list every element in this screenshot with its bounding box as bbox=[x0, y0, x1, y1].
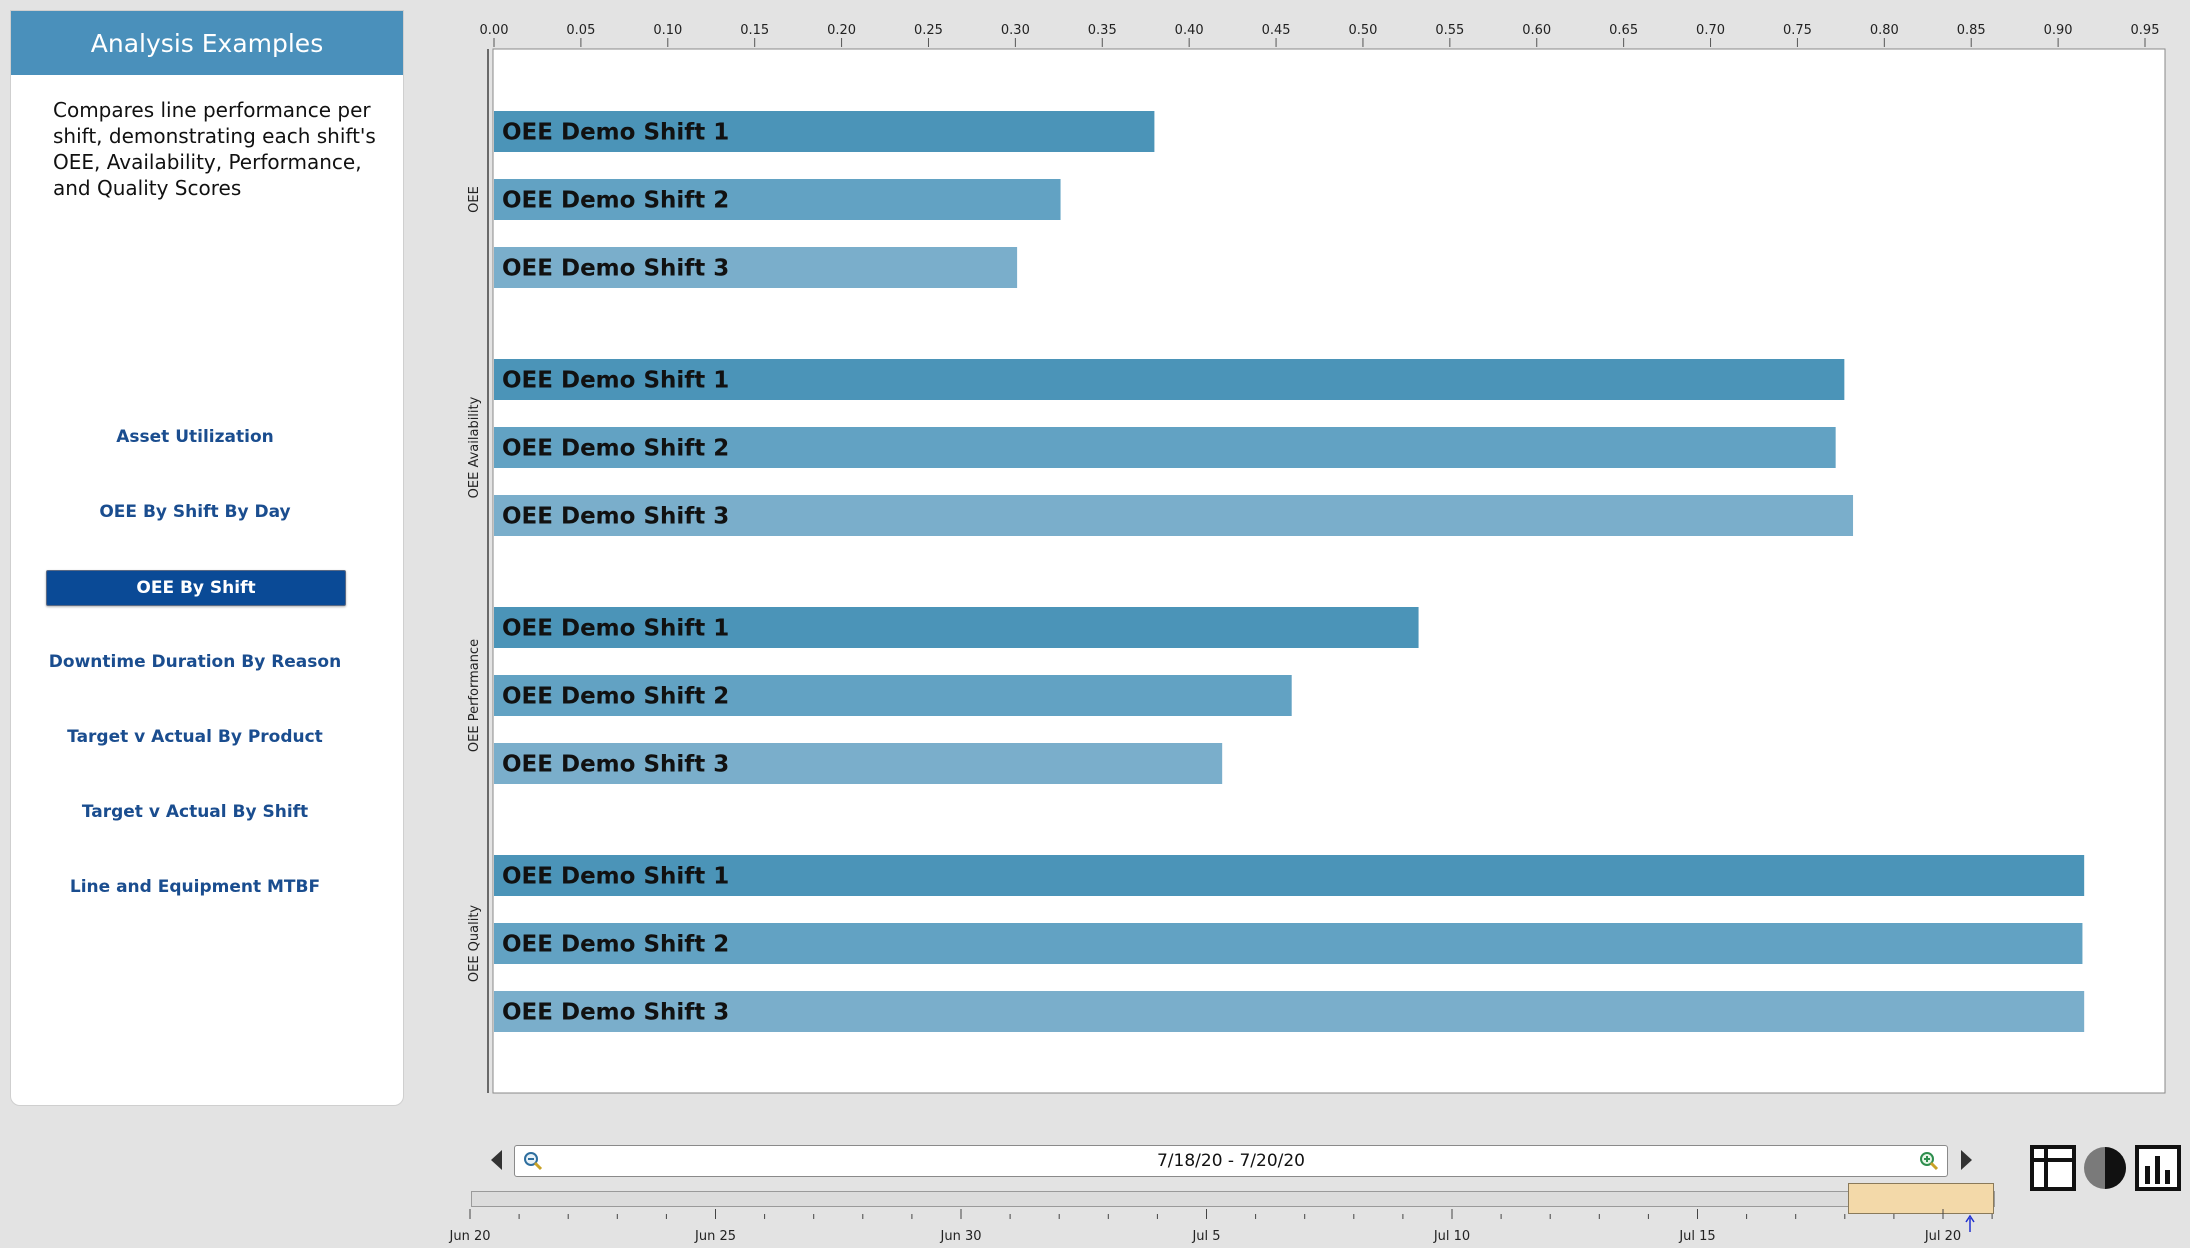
x-tick-label: 0.45 bbox=[1262, 23, 1291, 38]
x-axis: 0.00 0.05 0.10 0.15 0.20 0.25 0.30 0.35 0.40 0.45… bbox=[480, 23, 2160, 47]
chevron-right-icon[interactable] bbox=[1961, 1150, 1972, 1170]
x-tick-label: 0.60 bbox=[1522, 23, 1551, 38]
x-tick-label: 0.35 bbox=[1088, 23, 1117, 38]
zoom-in-icon[interactable] bbox=[1919, 1151, 1939, 1171]
nav-item-oee-by-shift[interactable]: OEE By Shift bbox=[46, 570, 346, 606]
date-range-text: 7/18/20 - 7/20/20 bbox=[1156, 1151, 1305, 1171]
zoom-out-icon[interactable] bbox=[523, 1151, 543, 1171]
bar[interactable] bbox=[494, 743, 1223, 784]
x-tick-label: 0.00 bbox=[480, 23, 509, 38]
category-label: OEE Quality bbox=[467, 905, 482, 983]
x-tick-label: 0.70 bbox=[1696, 23, 1725, 38]
bar-label: OEE Demo Shift 3 bbox=[502, 256, 729, 282]
x-tick-label: 0.30 bbox=[1001, 23, 1030, 38]
nav-item-line-and-equipment-mtbf[interactable]: Line and Equipment MTBF bbox=[69, 877, 321, 897]
x-tick-label: 0.10 bbox=[653, 23, 682, 38]
bar[interactable] bbox=[494, 179, 1061, 220]
chevron-left-icon[interactable] bbox=[491, 1150, 502, 1170]
bar-label: OEE Demo Shift 2 bbox=[502, 932, 729, 958]
nav-item-target-v-actual-by-product[interactable]: Target v Actual By Product bbox=[67, 727, 323, 747]
bar-label: OEE Demo Shift 3 bbox=[502, 504, 729, 530]
x-tick-label: 0.40 bbox=[1175, 23, 1204, 38]
nav-item-oee-by-shift-by-day[interactable]: OEE By Shift By Day bbox=[99, 502, 291, 522]
bar[interactable] bbox=[494, 111, 1155, 152]
date-range-field[interactable]: 7/18/20 - 7/20/20 bbox=[514, 1145, 1948, 1177]
bar-label: OEE Demo Shift 2 bbox=[502, 684, 729, 710]
pie-chart-icon[interactable] bbox=[2081, 1144, 2129, 1192]
bar-label: OEE Demo Shift 2 bbox=[502, 436, 729, 462]
bar[interactable] bbox=[494, 923, 2083, 964]
timeline-label: Jul 10 bbox=[1433, 1229, 1470, 1244]
category-label: OEE bbox=[467, 186, 482, 213]
bar-chart: 0.00 0.05 0.10 0.15 0.20 0.25 0.30 0.35 0.40 0.45… bbox=[467, 23, 2166, 1094]
timeline-label: Jul 20 bbox=[1924, 1229, 1961, 1244]
x-tick-label: 0.90 bbox=[2044, 23, 2073, 38]
bars: OEE OEE Demo Shift 1 OEE Demo Shift 2 OEE D… bbox=[467, 111, 2085, 1032]
x-tick-label: 0.20 bbox=[827, 23, 856, 38]
bar-label: OEE Demo Shift 1 bbox=[502, 120, 729, 146]
bar-label: OEE Demo Shift 3 bbox=[502, 1000, 729, 1026]
bar[interactable] bbox=[494, 247, 1018, 288]
sidebar-description: Compares line performance per shift, dem… bbox=[53, 98, 376, 200]
bar[interactable] bbox=[494, 675, 1292, 716]
x-tick-label: 0.15 bbox=[740, 23, 769, 38]
bar[interactable] bbox=[494, 607, 1419, 648]
bar[interactable] bbox=[494, 427, 1836, 468]
bar-label: OEE Demo Shift 3 bbox=[502, 752, 729, 778]
plot-area bbox=[492, 48, 2166, 1094]
bar[interactable] bbox=[494, 855, 2085, 896]
table-icon[interactable] bbox=[2029, 1144, 2077, 1192]
sidebar-panel: Analysis Examples Compares line performa… bbox=[10, 10, 404, 1106]
timeline-label: Jun 30 bbox=[940, 1229, 982, 1244]
x-tick-label: 0.05 bbox=[566, 23, 595, 38]
category-label: OEE Availability bbox=[467, 396, 482, 498]
bar-label: OEE Demo Shift 1 bbox=[502, 368, 729, 394]
x-tick-label: 0.65 bbox=[1609, 23, 1638, 38]
x-tick-label: 0.55 bbox=[1435, 23, 1464, 38]
timeline-label: Jun 20 bbox=[449, 1229, 491, 1244]
x-tick-label: 0.25 bbox=[914, 23, 943, 38]
bar-label: OEE Demo Shift 1 bbox=[502, 864, 729, 890]
bar[interactable] bbox=[494, 359, 1845, 400]
bar-chart-icon[interactable] bbox=[2134, 1144, 2182, 1192]
sidebar-title: Analysis Examples bbox=[11, 11, 403, 75]
bar-label: OEE Demo Shift 1 bbox=[502, 616, 729, 642]
x-tick-label: 0.85 bbox=[1957, 23, 1986, 38]
x-tick-label: 0.50 bbox=[1348, 23, 1377, 38]
nav-item-downtime-duration-by-reason[interactable]: Downtime Duration By Reason bbox=[48, 652, 342, 672]
nav-item-target-v-actual-by-shift[interactable]: Target v Actual By Shift bbox=[81, 802, 309, 822]
category-label: OEE Performance bbox=[467, 639, 482, 752]
timeline-track[interactable] bbox=[471, 1191, 1995, 1207]
bar[interactable] bbox=[494, 495, 1854, 536]
nav-item-asset-utilization[interactable]: Asset Utilization bbox=[116, 427, 274, 447]
timeline-window-handle[interactable] bbox=[1848, 1183, 1994, 1214]
x-tick-label: 0.80 bbox=[1870, 23, 1899, 38]
current-date-marker-icon bbox=[1965, 1214, 1975, 1232]
timeline-label: Jul 15 bbox=[1678, 1229, 1715, 1244]
timeline-label: Jun 25 bbox=[694, 1229, 736, 1244]
timeline-label: Jul 5 bbox=[1191, 1229, 1220, 1244]
x-tick-label: 0.75 bbox=[1783, 23, 1812, 38]
x-tick-label: 0.95 bbox=[2131, 23, 2160, 38]
bar[interactable] bbox=[494, 991, 2085, 1032]
bar-label: OEE Demo Shift 2 bbox=[502, 188, 729, 214]
